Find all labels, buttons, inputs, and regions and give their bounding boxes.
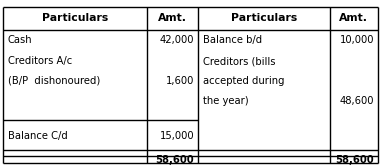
Text: 58,600: 58,600 [156,155,194,165]
Text: 58,600: 58,600 [336,155,374,165]
Text: Balance C/d: Balance C/d [8,131,67,141]
Text: 48,600: 48,600 [339,96,374,106]
Text: (B/P  dishonoured): (B/P dishonoured) [8,76,100,86]
Text: accepted during: accepted during [203,76,284,86]
Text: Particulars: Particulars [42,13,108,23]
Text: the year): the year) [203,96,248,106]
Text: Creditors A/c: Creditors A/c [8,56,72,66]
Text: Particulars: Particulars [231,13,297,23]
Text: Balance b/d: Balance b/d [203,35,262,45]
Text: Cash: Cash [8,35,32,45]
Text: Amt.: Amt. [339,13,368,23]
Text: 15,000: 15,000 [160,131,194,141]
Text: Amt.: Amt. [158,13,187,23]
Text: 10,000: 10,000 [339,35,374,45]
Text: Creditors (bills: Creditors (bills [203,56,275,66]
Text: 42,000: 42,000 [160,35,194,45]
Text: 1,600: 1,600 [166,76,194,86]
